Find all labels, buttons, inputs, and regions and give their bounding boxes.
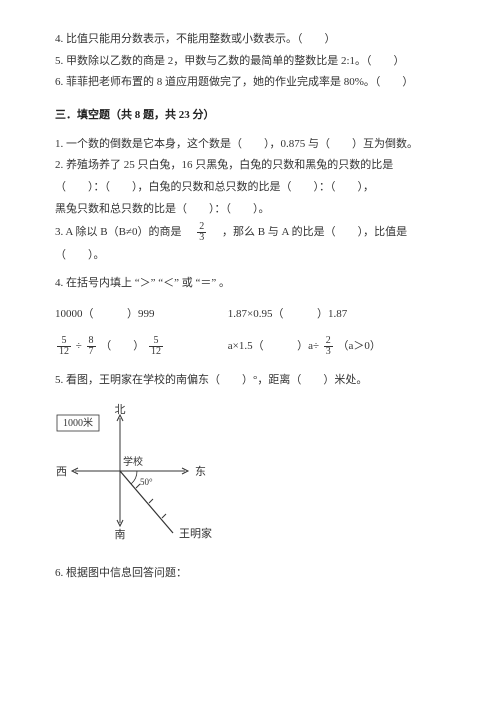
- q3-text-b: ，那么 B 与 A 的比是（ ），比值是: [211, 226, 407, 238]
- q6: 6. 根据图中信息回答问题：: [55, 564, 445, 583]
- q2-line3: 黑兔只数和总只数的比是（ ）：（ ）。: [55, 200, 445, 219]
- north-label: 北: [115, 403, 126, 416]
- west-label: 西: [56, 466, 67, 478]
- cmp2b: ）1.87: [317, 308, 347, 320]
- frac-num: 5: [149, 336, 163, 347]
- q5: 5. 看图，王明家在学校的南偏东（ ）°，距离（ ）米处。: [55, 371, 445, 390]
- frac-den: 12: [57, 347, 71, 357]
- scale-label: 1000米: [63, 416, 93, 429]
- q3-line2: （ ）。: [55, 246, 445, 265]
- q2-line1: 2. 养殖场养了 25 只白兔，16 只黑兔，白兔的只数和黑兔的只数的比是: [55, 156, 445, 175]
- frac-den: 3: [197, 233, 206, 243]
- frac-den: 12: [149, 347, 163, 357]
- q4: 4. 在括号内填上 “＞” “＜” 或 “＝” 。: [55, 274, 445, 293]
- school-label: 学校: [123, 455, 143, 468]
- q1: 1. 一个数的倒数是它本身，这个数是（ ），0.875 与（ ）互为倒数。: [55, 135, 445, 154]
- judgment-q4: 4. 比值只能用分数表示，不能用整数或小数表示。（ ）: [55, 30, 445, 49]
- q3-text-a: 3. A 除以 B（B≠0）的商是: [55, 226, 192, 238]
- compare-row2: 5 12 ÷ 8 7 （ ） 5 12 a×1.5（ ）a÷ 2 3 （a＞0）: [55, 336, 445, 357]
- frac-num: 2: [324, 336, 333, 347]
- east-label: 东: [195, 465, 206, 478]
- cmp1b: ）999: [127, 308, 155, 320]
- frac-num: 2: [197, 222, 206, 233]
- frac-num: 8: [87, 336, 96, 347]
- angle-label: 50°: [140, 477, 153, 487]
- cmp3-frac1: 5 12: [57, 336, 71, 357]
- q3-line1: 3. A 除以 B（B≠0）的商是 2 3 ，那么 B 与 A 的比是（ ），比…: [55, 222, 445, 243]
- cmp3-mid: （ ）: [100, 340, 144, 352]
- div-sign: ÷: [76, 340, 85, 352]
- cmp1a: 10000（: [55, 308, 94, 320]
- cmp3-frac2: 8 7: [87, 336, 96, 357]
- frac-den: 3: [324, 347, 333, 357]
- cmp3-frac3: 5 12: [149, 336, 163, 357]
- cmp2a: 1.87×0.95（: [228, 308, 284, 320]
- section3-title: 三．填空题（共 8 题，共 23 分）: [55, 106, 445, 125]
- direction-diagram: 1000米 北 南 东 西 学校 50° 王明家: [55, 403, 445, 548]
- compare-row1: 10000（ ）999 1.87×0.95（ ）1.87: [55, 305, 445, 324]
- cmp4b: ）a÷: [297, 340, 319, 352]
- frac-num: 5: [57, 336, 71, 347]
- cmp4a: a×1.5（: [228, 340, 264, 352]
- frac-den: 7: [87, 347, 96, 357]
- judgment-q6: 6. 菲菲把老师布置的 8 道应用题做完了，她的作业完成率是 80%。（ ）: [55, 73, 445, 92]
- cmp4-tail: （a＞0）: [338, 340, 381, 352]
- south-label: 南: [115, 528, 126, 541]
- q2-line2: （ ）：（ ），白兔的只数和总只数的比是（ ）：（ ），: [55, 178, 445, 197]
- cmp4-frac: 2 3: [324, 336, 333, 357]
- q3-fraction: 2 3: [197, 222, 206, 243]
- judgment-q5: 5. 甲数除以乙数的商是 2，甲数与乙数的最简单的整数比是 2:1。（ ）: [55, 52, 445, 71]
- wangming-label: 王明家: [179, 526, 212, 540]
